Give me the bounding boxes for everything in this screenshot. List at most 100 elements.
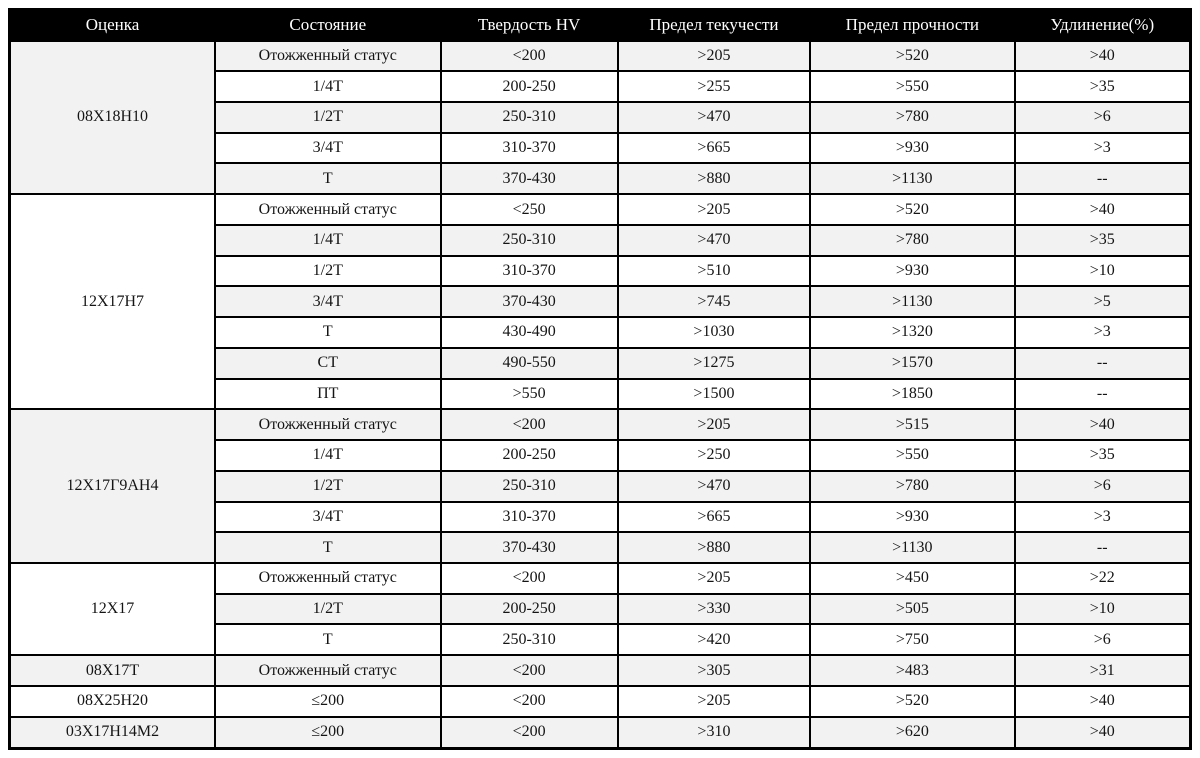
yield-cell: >1030 (616, 316, 812, 349)
header-cell-yield: Предел текучести (616, 8, 812, 42)
elongation-cell: >40 (1013, 715, 1192, 750)
header-cell-elongation: Удлинение(%) (1013, 8, 1192, 42)
state-cell: 3/4Т (213, 285, 442, 319)
yield-cell: >330 (616, 592, 812, 626)
yield-cell: >510 (616, 254, 812, 288)
table-row: 12Х17Н7 Отожженный статус <250 >205 >520 >40 (8, 193, 1192, 411)
elongation-cell: >35 (1013, 439, 1192, 472)
elongation-cell: -- (1013, 377, 1192, 411)
table-row: 08Х25Н20 ≤200 <200 >205 >520 >40 (8, 684, 1192, 718)
elongation-cell: >40 (1013, 39, 1192, 73)
state-cell: 1/2Т (213, 592, 442, 626)
elongation-cell: >6 (1013, 469, 1192, 503)
hardness-cell: 310-370 (439, 131, 619, 165)
state-cell: Отожженный статус (213, 654, 442, 687)
elongation-cell: -- (1013, 346, 1192, 380)
header-row: Оценка Состояние Твердость HV Предел текуче… (8, 8, 1192, 42)
tensile-cell: >620 (809, 715, 1016, 750)
table-row: 1/2Т 250-310 >470 >780 >6 (10, 469, 1192, 503)
elongation-cell: >10 (1013, 592, 1192, 626)
state-cell: 1/2Т (213, 100, 442, 134)
hardness-cell: 370-430 (439, 531, 619, 564)
header-cell-hardness: Твердость HV (439, 8, 619, 42)
yield-cell: >470 (616, 100, 812, 134)
tensile-cell: >515 (809, 408, 1016, 442)
tensile-cell: >550 (809, 439, 1016, 472)
yield-cell: >470 (616, 469, 812, 503)
yield-cell: >745 (616, 285, 812, 319)
table-row: 03Х17Н14М2 ≤200 <200 >310 >620 >40 (8, 715, 1192, 750)
table-row: 1/2Т 250-310 >470 >780 >6 (10, 100, 1192, 134)
tensile-cell: >750 (809, 623, 1016, 657)
yield-cell: >305 (616, 654, 812, 687)
tensile-cell: >930 (809, 131, 1016, 165)
tensile-cell: >450 (809, 561, 1016, 595)
elongation-cell: >5 (1013, 285, 1192, 319)
yield-cell: >880 (616, 162, 812, 196)
table-row: СТ 490-550 >1275 >1570 -- (10, 346, 1192, 380)
yield-cell: >205 (616, 193, 812, 226)
tensile-cell: >550 (809, 70, 1016, 103)
yield-cell: >470 (616, 223, 812, 257)
hardness-cell: >550 (439, 377, 619, 411)
grade-cell: 12Х17Н7 (8, 193, 216, 411)
hardness-cell: 370-430 (439, 285, 619, 319)
elongation-cell: -- (1013, 531, 1192, 564)
hardness-cell: 370-430 (439, 162, 619, 196)
grade-cell: 12Х17 (8, 561, 216, 657)
hardness-cell: 200-250 (439, 439, 619, 472)
hardness-cell: <200 (439, 39, 619, 73)
elongation-cell: >40 (1013, 408, 1192, 442)
hardness-cell: <200 (439, 684, 619, 718)
table-header: Оценка Состояние Твердость HV Предел текуче… (8, 8, 1192, 42)
header-cell-state: Состояние (213, 8, 442, 42)
table-row: 3/4Т 310-370 >665 >930 >3 (10, 131, 1192, 165)
hardness-cell: <200 (439, 654, 619, 687)
table-row: ПТ >550 >1500 >1850 -- (10, 377, 1192, 411)
table-row: 12Х17 Отожженный статус <200 >205 >450 >22 (8, 561, 1192, 657)
yield-cell: >1500 (616, 377, 812, 411)
header-cell-tensile: Предел прочности (809, 8, 1016, 42)
hardness-cell: 250-310 (439, 623, 619, 657)
elongation-cell: >31 (1013, 654, 1192, 687)
yield-cell: >205 (616, 561, 812, 595)
elongation-cell: >3 (1013, 316, 1192, 349)
hardness-cell: 310-370 (439, 254, 619, 288)
hardness-cell: 200-250 (439, 592, 619, 626)
elongation-cell: >22 (1013, 561, 1192, 595)
tensile-cell: >1130 (809, 531, 1016, 564)
table-row: Т 370-430 >880 >1130 -- (10, 531, 1192, 564)
state-cell: 1/2Т (213, 254, 442, 288)
yield-cell: >420 (616, 623, 812, 657)
elongation-cell: >10 (1013, 254, 1192, 288)
yield-cell: >665 (616, 131, 812, 165)
state-cell: Отожженный статус (213, 193, 442, 226)
tensile-cell: >1130 (809, 285, 1016, 319)
table-row: 1/4Т 200-250 >250 >550 >35 (10, 439, 1192, 472)
yield-cell: >205 (616, 408, 812, 442)
elongation-cell: >3 (1013, 500, 1192, 534)
hardness-cell: <200 (439, 715, 619, 750)
elongation-cell: >6 (1013, 623, 1192, 657)
yield-cell: >205 (616, 39, 812, 73)
hardness-cell: 250-310 (439, 223, 619, 257)
material-properties-table: Оценка Состояние Твердость HV Предел текуче… (8, 8, 1192, 750)
tensile-cell: >1320 (809, 316, 1016, 349)
grade-cell: 08Х25Н20 (8, 684, 216, 718)
grade-cell: 12Х17Г9АН4 (8, 408, 216, 564)
yield-cell: >255 (616, 70, 812, 103)
yield-cell: >1275 (616, 346, 812, 380)
state-cell: 3/4Т (213, 500, 442, 534)
tensile-cell: >1130 (809, 162, 1016, 196)
grade-cell: 08Х17Т (8, 654, 216, 687)
tensile-cell: >483 (809, 654, 1016, 687)
tensile-cell: >1850 (809, 377, 1016, 411)
table-row: Т 430-490 >1030 >1320 >3 (10, 316, 1192, 349)
state-cell: Отожженный статус (213, 408, 442, 442)
hardness-cell: 200-250 (439, 70, 619, 103)
state-cell: 1/4Т (213, 70, 442, 103)
state-cell: 1/2Т (213, 469, 442, 503)
elongation-cell: >40 (1013, 193, 1192, 226)
state-cell: Т (213, 623, 442, 657)
